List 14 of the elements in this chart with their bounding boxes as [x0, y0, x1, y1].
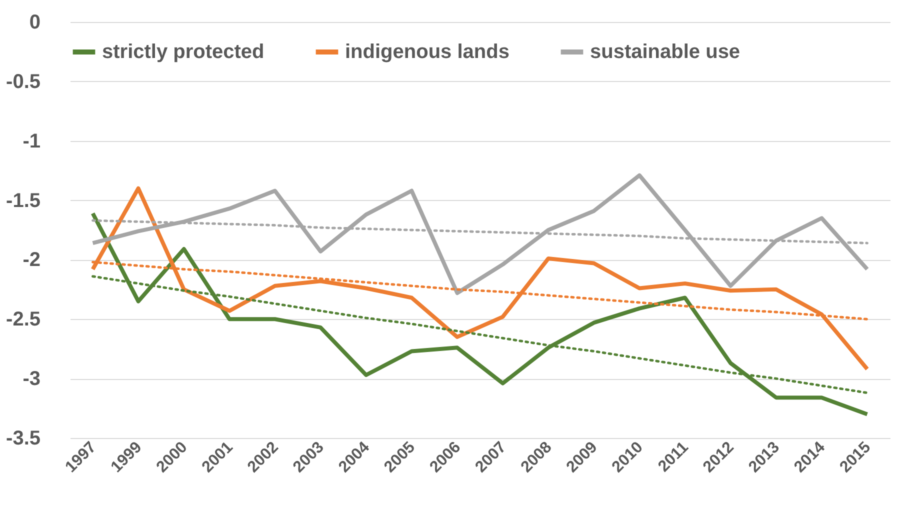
line-series	[90, 211, 870, 416]
legend-label: strictly protected	[102, 41, 264, 63]
y-tick-label: -2	[22, 249, 40, 272]
y-tick-label: -3	[22, 368, 40, 390]
y-tick-label: -2.5	[6, 308, 40, 331]
line-series	[90, 186, 870, 372]
line-series	[90, 173, 870, 295]
legend-label: sustainable use	[590, 41, 740, 63]
y-tick-label: -3.5	[6, 428, 40, 450]
y-tick-label: -1.5	[6, 190, 40, 212]
y-tick-label: -0.5	[6, 70, 40, 93]
legend-label: indigenous lands	[345, 41, 510, 63]
y-tick-label: -1	[22, 130, 40, 152]
y-tick-label: 0	[29, 12, 40, 34]
